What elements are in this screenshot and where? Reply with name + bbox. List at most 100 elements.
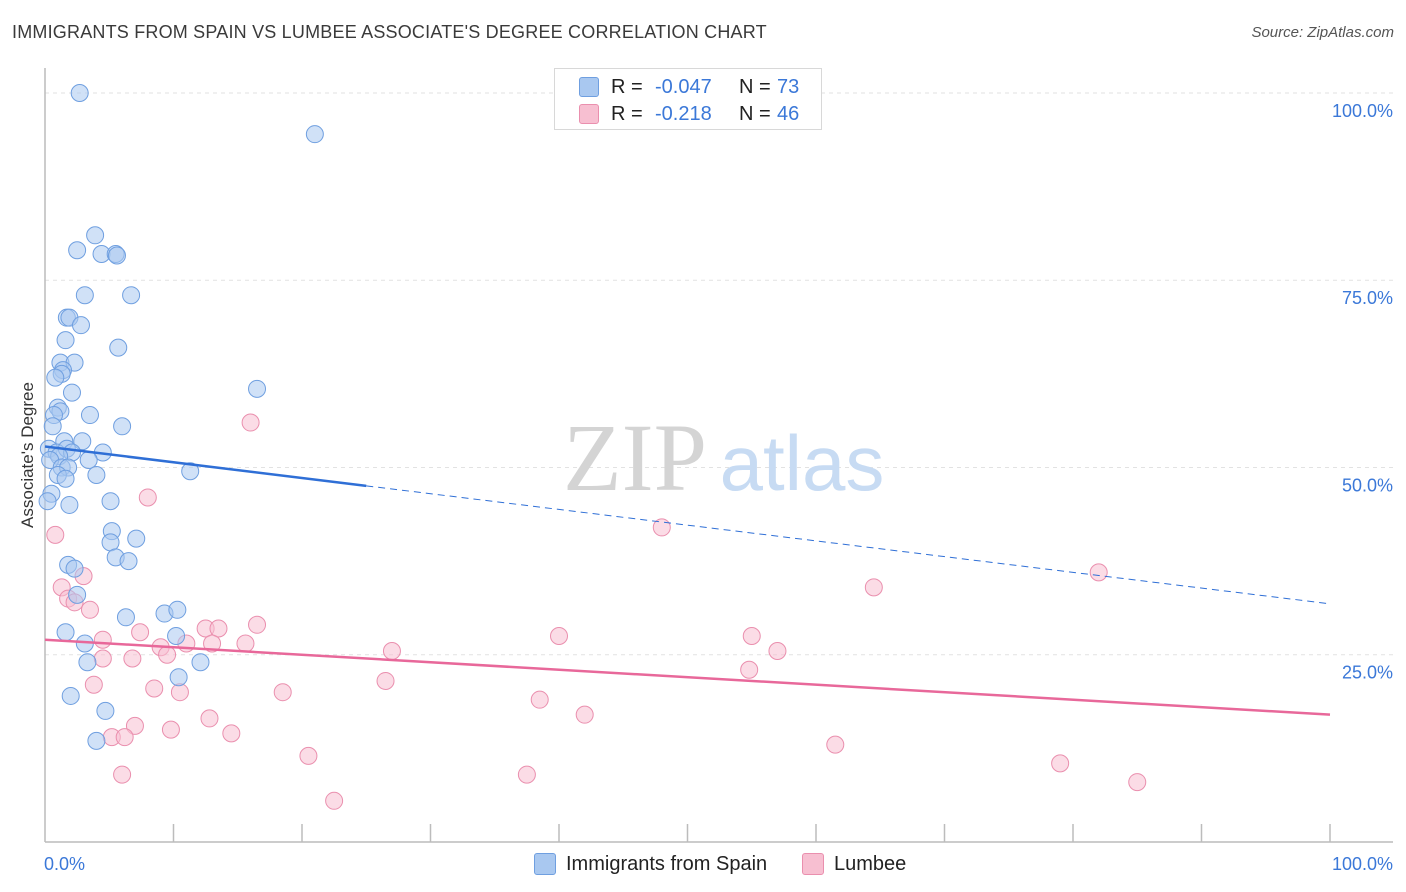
lumbee-point [740, 660, 759, 679]
source-credit: Source: ZipAtlas.com [1251, 24, 1394, 41]
lumbee-point [1051, 754, 1070, 773]
legend-n-value: 73 [777, 75, 800, 98]
legend-r-label: R = [611, 102, 643, 125]
spain-point [101, 533, 120, 552]
spain-point [56, 469, 75, 488]
lumbee-point [768, 642, 787, 660]
bottom-legend-spain: Immigrants from Spain [534, 852, 767, 876]
lumbee-point [125, 716, 144, 735]
lumbee-point [138, 488, 157, 507]
legend-n-label: N = [739, 102, 771, 125]
y-tick-label: 50.0% [1342, 475, 1393, 495]
spain-point [46, 368, 65, 387]
lumbee-point [742, 627, 761, 646]
lumbee-point [299, 746, 318, 765]
lumbee-point [115, 728, 134, 747]
lumbee-point [93, 649, 112, 668]
bottom-legend-lumbee: Lumbee [802, 852, 906, 876]
lumbee-swatch [579, 104, 599, 124]
chart-title: IMMIGRANTS FROM SPAIN VS LUMBEE ASSOCIAT… [12, 22, 767, 42]
spain-point [113, 417, 132, 436]
legend-r-value: -0.218 [655, 102, 712, 125]
spain-point [60, 495, 79, 514]
spain-point [73, 432, 92, 451]
spain-point [70, 83, 89, 102]
spain-point [38, 492, 57, 511]
lumbee-point [530, 690, 549, 709]
spain-point [191, 653, 210, 672]
lumbee-point [131, 623, 150, 642]
spain-point [127, 529, 146, 548]
lumbee-point [273, 683, 292, 702]
lumbee-point [236, 634, 255, 653]
spain-point [80, 406, 99, 425]
spain-point [75, 286, 94, 305]
legend-series-name: Lumbee [834, 852, 907, 875]
legend-row-spain: R = -0.047 N = 73 [579, 75, 799, 99]
stats-legend: R = -0.047 N = 73 R = -0.218 N = 46 [554, 68, 822, 130]
lumbee-point [80, 600, 99, 619]
spain-point [86, 226, 105, 245]
spain-point [87, 731, 106, 750]
y-axis-label: Associate's Degree [18, 382, 37, 528]
spain-point [169, 668, 188, 687]
legend-series-name: Immigrants from Spain [566, 852, 768, 875]
lumbee-point [145, 679, 164, 698]
spain-point [305, 125, 324, 144]
spain-point [71, 316, 90, 335]
spain-point [122, 286, 141, 305]
spain-point [87, 465, 106, 484]
lumbee-point [123, 649, 142, 668]
lumbee-point [84, 675, 103, 694]
spain-point [62, 383, 81, 402]
trend-lines [44, 445, 1331, 716]
spain-point [56, 623, 75, 642]
lumbee-point [161, 720, 180, 739]
legend-r-value: -0.047 [655, 75, 712, 98]
lumbee-point [826, 735, 845, 754]
x-tick-label: 100.0% [1332, 854, 1393, 874]
legend-row-lumbee: R = -0.218 N = 46 [579, 102, 799, 126]
lumbee-point [1089, 563, 1108, 582]
spain-point [119, 552, 138, 571]
lumbee-point [203, 634, 222, 653]
lumbee-point [113, 765, 132, 784]
spain-point [167, 627, 186, 646]
spain-trend-line [44, 445, 367, 488]
grid-lines [45, 92, 1395, 656]
lumbee-point [209, 619, 228, 638]
lumbee-point [550, 627, 568, 646]
spain-point [56, 331, 75, 350]
spain-points [38, 83, 324, 750]
spain-point [61, 686, 80, 705]
spain-point [107, 246, 126, 265]
watermark-atlas: atlas [720, 419, 885, 507]
lumbee-point [376, 671, 395, 690]
spain-point [248, 379, 267, 398]
lumbee-point [200, 709, 219, 728]
spain-point [68, 585, 87, 604]
x-tick-label: 0.0% [44, 854, 85, 874]
y-tick-label: 25.0% [1342, 663, 1393, 683]
spain-trend-extension [366, 485, 1331, 605]
lumbee-point [652, 518, 671, 537]
lumbee-point [248, 615, 267, 634]
y-tick-label: 75.0% [1342, 288, 1393, 308]
spain-point [68, 241, 87, 260]
lumbee-points [46, 413, 1147, 810]
spain-point [79, 451, 98, 469]
tick-labels: 25.0% 50.0% 75.0% 100.0% 0.0% 100.0% [44, 101, 1393, 874]
spain-point [65, 559, 84, 578]
lumbee-point [222, 724, 241, 743]
spain-point [101, 492, 120, 511]
spain-point [181, 462, 200, 481]
lumbee-trend-line [44, 638, 1331, 716]
lumbee-point [575, 705, 594, 724]
lumbee-swatch [802, 853, 824, 875]
lumbee-point [864, 578, 883, 597]
spain-point [78, 653, 97, 672]
lumbee-point [93, 630, 112, 649]
lumbee-point [382, 642, 401, 660]
watermark-zip: ZIP [563, 404, 707, 511]
lumbee-point [1128, 773, 1147, 792]
